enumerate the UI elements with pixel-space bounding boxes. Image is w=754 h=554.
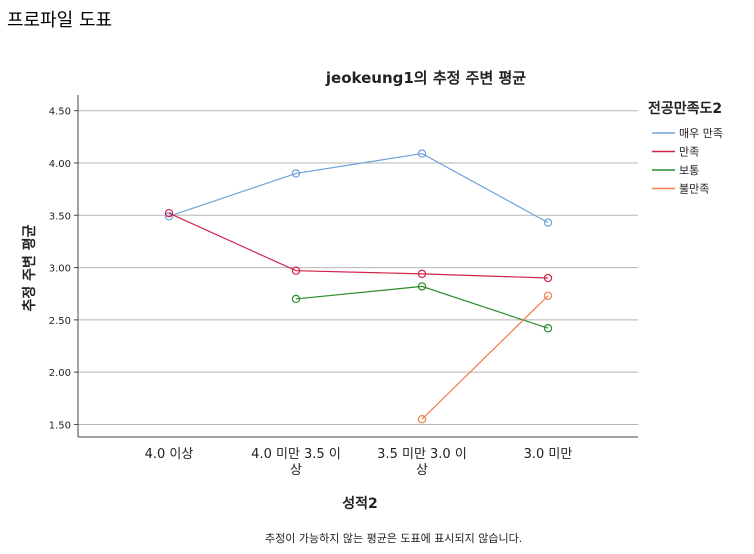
x-tick-label-line: 4.0 미만 3.5 이 — [251, 447, 341, 462]
y-tick-label: 4.00 — [49, 159, 71, 170]
data-point — [543, 273, 553, 283]
x-tick-labels: 4.0 이상 4.0 미만 3.5 이상3.5 미만 3.0 이상3.0 미만 — [145, 447, 573, 478]
data-point — [164, 212, 174, 221]
series-line — [168, 152, 549, 224]
y-tick-label: 3.00 — [49, 264, 71, 275]
series-line — [295, 285, 549, 329]
y-tick-label: 4.50 — [49, 107, 71, 118]
y-axis-label: 추정 주변 평균 — [21, 224, 38, 311]
x-tick-label-line: 4.0 이상 — [145, 447, 194, 462]
x-axis-label: 성적2 — [342, 495, 378, 512]
legend-item: 만족 — [652, 146, 699, 159]
page-title: 프로파일 도표 — [7, 10, 113, 31]
data-point — [164, 208, 174, 218]
series-layer — [164, 149, 553, 424]
series-line — [168, 212, 549, 279]
legend-label: 보통 — [679, 164, 699, 177]
x-tick-label: 3.0 미만 — [524, 447, 573, 462]
chart-title: jeokeung1의 추정 주변 평균 — [325, 69, 526, 87]
series-0 — [164, 149, 553, 227]
axis-layer — [74, 95, 638, 438]
series-2 — [291, 282, 553, 333]
y-tick-labels: 1.50 2.00 2.50 3.00 3.50 4.00 4.50 — [49, 107, 71, 432]
data-point — [543, 218, 553, 227]
data-point — [291, 266, 301, 275]
data-point — [417, 149, 427, 158]
legend-label: 불만족 — [679, 183, 709, 196]
data-point — [543, 291, 553, 301]
y-tick-label: 3.50 — [49, 211, 71, 222]
y-tick-label: 2.00 — [49, 368, 71, 379]
x-tick-label-line: 상 — [290, 463, 302, 478]
x-tick-label-line: 상 — [416, 463, 428, 478]
footnote: 추정이 가능하지 않는 평균은 도표에 표시되지 않습니다. — [265, 532, 523, 545]
x-tick-label: 4.0 이상 — [145, 447, 194, 462]
data-point — [417, 415, 427, 424]
data-point — [417, 269, 427, 279]
x-tick-label: 4.0 미만 3.5 이상 — [251, 447, 341, 478]
y-tick-label: 1.50 — [49, 420, 71, 431]
legend-label: 만족 — [679, 146, 699, 159]
series-line — [421, 295, 549, 420]
grid-layer — [78, 110, 638, 425]
series-3 — [417, 291, 553, 424]
legend-label: 매우 만족 — [679, 127, 723, 140]
y-tick-label: 2.50 — [49, 316, 71, 327]
data-point — [291, 294, 301, 304]
legend-item: 불만족 — [652, 183, 709, 196]
x-tick-label-line: 3.0 미만 — [524, 447, 573, 462]
data-point — [417, 282, 427, 291]
legend-item: 보통 — [652, 164, 699, 177]
legend-title: 전공만족도2 — [648, 100, 722, 117]
x-tick-label: 3.5 미만 3.0 이상 — [377, 447, 467, 478]
legend-item: 매우 만족 — [652, 127, 723, 140]
x-tick-label-line: 3.5 미만 3.0 이 — [377, 447, 467, 462]
data-point — [291, 169, 301, 178]
series-1 — [164, 208, 553, 283]
data-point — [543, 324, 553, 333]
